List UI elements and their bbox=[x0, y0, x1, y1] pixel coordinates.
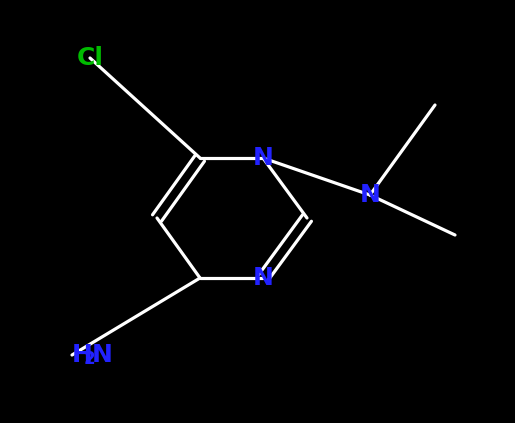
Text: Cl: Cl bbox=[77, 46, 104, 70]
Text: H: H bbox=[72, 343, 93, 367]
Text: N: N bbox=[252, 266, 273, 290]
Text: N: N bbox=[252, 146, 273, 170]
Text: N: N bbox=[92, 343, 113, 367]
Text: 2: 2 bbox=[84, 350, 96, 368]
Text: N: N bbox=[359, 183, 381, 207]
